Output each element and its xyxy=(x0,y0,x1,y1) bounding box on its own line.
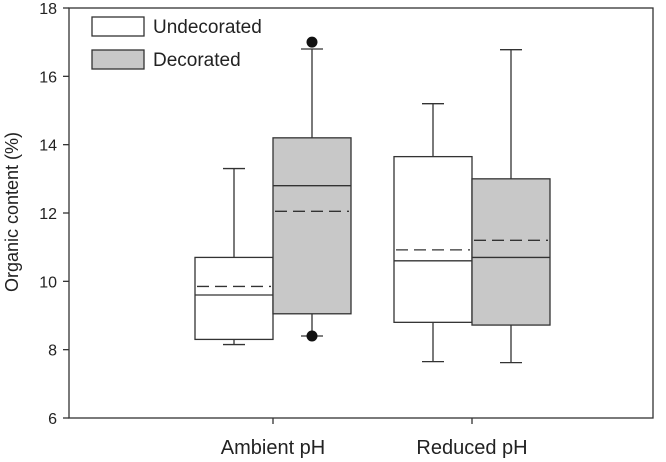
legend: Undecorated Decorated xyxy=(91,16,262,71)
legend-swatch-undecorated xyxy=(91,16,145,37)
box xyxy=(194,256,274,341)
y-axis-label: Organic content (%) xyxy=(2,132,22,292)
legend-label-undecorated: Undecorated xyxy=(153,17,262,38)
x-tick-label: Reduced pH xyxy=(416,437,527,459)
box xyxy=(471,178,551,326)
y-tick-label: 12 xyxy=(39,206,57,223)
outlier-point xyxy=(306,36,318,48)
box xyxy=(272,137,352,315)
y-tick-label: 14 xyxy=(39,138,57,155)
outlier-point xyxy=(306,330,318,342)
boxes-layer xyxy=(194,36,551,364)
y-axis-ticks: 6 8 10 12 14 16 18 xyxy=(39,1,69,428)
y-tick-label: 6 xyxy=(48,411,57,428)
x-axis-ticks: Ambient pH Reduced pH xyxy=(221,418,528,459)
y-tick-label: 16 xyxy=(39,69,57,86)
box-group-decorated-ambient-ph xyxy=(272,36,352,342)
box-group-decorated-reduced-ph xyxy=(471,49,551,364)
y-tick-label: 10 xyxy=(39,274,57,291)
legend-label-decorated: Decorated xyxy=(153,50,241,71)
box xyxy=(393,155,473,323)
x-tick-label: Ambient pH xyxy=(221,437,326,459)
y-tick-label: 18 xyxy=(39,1,57,18)
legend-swatch-decorated xyxy=(91,49,145,70)
box-group-undecorated-reduced-ph xyxy=(393,103,473,363)
y-tick-label: 8 xyxy=(48,343,57,360)
box-group-undecorated-ambient-ph xyxy=(194,167,274,346)
